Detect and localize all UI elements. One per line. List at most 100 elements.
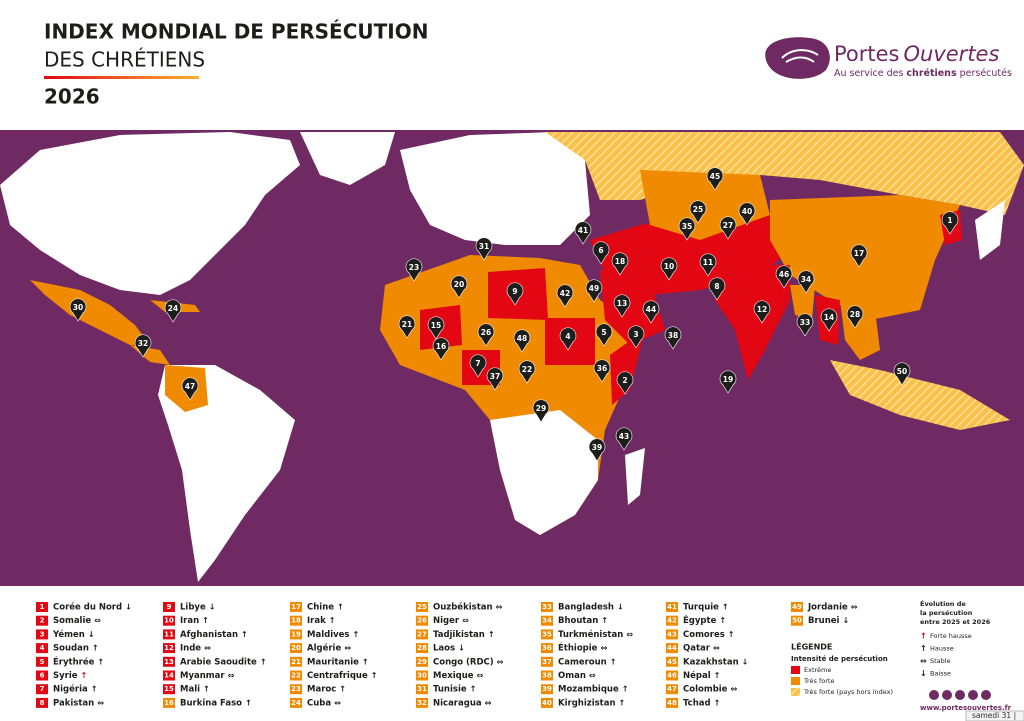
pin-number: 5 <box>601 328 606 337</box>
greenland <box>300 132 395 185</box>
map-pin: 42 <box>556 284 574 308</box>
pin-shape <box>664 326 682 350</box>
country-name: Pakistan <box>53 698 94 708</box>
country-name: Cuba <box>307 698 331 708</box>
rank-number: 45 <box>667 658 677 666</box>
rank-badge <box>416 615 428 626</box>
map-pin: 40 <box>738 202 756 226</box>
pin-shape <box>532 399 550 423</box>
map-pin: 11 <box>699 253 717 277</box>
rank-badge <box>416 697 428 708</box>
pin-shape <box>181 377 199 401</box>
trend-symbol: ↑ <box>622 685 629 694</box>
country-name: Corée du Nord <box>53 602 122 613</box>
rank-badge <box>36 643 48 654</box>
map-pin: 45 <box>706 167 724 191</box>
rank-badge <box>541 643 553 654</box>
ranking-row: 42 Égypte ↑ <box>666 614 726 626</box>
ranking-row: 48 Tchad ↑ <box>666 697 720 708</box>
social-icon <box>942 690 952 700</box>
rank-number: 48 <box>667 699 677 707</box>
country-name: Yémen <box>52 629 85 640</box>
pin-number: 20 <box>454 280 464 289</box>
map-pin: 34 <box>797 270 815 294</box>
pin-shape <box>796 313 814 337</box>
trend-symbol: ⇔ <box>851 603 858 612</box>
trend-symbol: ↑ <box>92 644 99 653</box>
website[interactable]: www.portesouvertes.fr <box>920 704 1012 712</box>
trend-symbol: ⇔ <box>496 603 503 612</box>
pin-number: 30 <box>73 303 83 312</box>
rank-badge <box>791 602 803 612</box>
pin-number: 18 <box>615 257 625 266</box>
rank-number: 1 <box>40 603 45 611</box>
rank-number: 36 <box>542 644 552 652</box>
rank-number: 7 <box>40 685 45 693</box>
rank-badge <box>290 629 302 640</box>
trend-symbol: ↓ <box>458 644 465 653</box>
rank-badge <box>36 615 48 626</box>
trend-symbol: ↑ <box>241 630 248 639</box>
rank-badge <box>541 629 553 640</box>
pin-shape <box>427 316 445 340</box>
social-icon <box>929 690 939 700</box>
country-name: Arabie Saoudite <box>180 657 257 667</box>
country-name: Kirghizistan <box>558 698 616 708</box>
country-name: Mauritanie <box>307 657 359 667</box>
pin-number: 16 <box>436 342 446 351</box>
rank-number: 40 <box>542 699 552 707</box>
evolution-symbol: ↓ <box>920 669 927 678</box>
pin-shape <box>592 241 610 265</box>
pin-shape <box>556 284 574 308</box>
map-pin: 12 <box>753 300 771 324</box>
legend: LÉGENDE Intensité de persécution Extrême… <box>791 641 893 696</box>
rank-number: 20 <box>291 644 301 652</box>
rank-number: 35 <box>542 630 552 638</box>
pin-number: 45 <box>710 172 720 181</box>
pin-number: 24 <box>168 304 178 313</box>
ranking-row: 31 Tunisie ↑ <box>416 684 476 695</box>
indonesia <box>830 360 1010 430</box>
rank-badge <box>36 656 48 667</box>
pin-shape <box>574 221 592 245</box>
title-rule <box>44 76 199 79</box>
ranking-row: 46 Népal ↑ <box>666 670 720 681</box>
pin-shape <box>134 334 152 358</box>
rank-number: 11 <box>164 630 174 638</box>
trend-symbol: ⇔ <box>97 698 104 707</box>
south-america <box>158 365 295 582</box>
pin-shape <box>559 327 577 351</box>
pin-shape <box>477 323 495 347</box>
evolution-label: Baisse <box>930 670 951 678</box>
rank-number: 8 <box>40 699 45 707</box>
trend-symbol: ↑ <box>91 685 98 694</box>
rank-number: 43 <box>667 630 677 638</box>
country-name: Égypte <box>683 614 717 626</box>
somalia <box>610 330 645 405</box>
ranking-row: 5 Érythrée ↑ <box>36 655 104 667</box>
ranking-row: 28 Laos ↓ <box>416 643 465 654</box>
country-name: Somalie <box>53 616 91 626</box>
tagline-2: chrétiens <box>906 68 957 79</box>
country-name: Kazakhstan <box>683 657 739 667</box>
rank-number: 18 <box>291 617 301 625</box>
map-pin: 15 <box>427 316 445 340</box>
pin-shape <box>775 265 793 289</box>
ranking-row: 20 Algérie ⇔ <box>290 643 351 654</box>
rank-badge <box>290 697 302 708</box>
rank-number: 26 <box>417 617 427 625</box>
rank-badge <box>163 656 175 667</box>
map-pin: 31 <box>475 237 493 261</box>
country-name: Centrafrique <box>307 671 368 681</box>
map-pin: 6 <box>592 241 610 265</box>
rank-number: 28 <box>417 644 427 652</box>
pin-number: 40 <box>742 207 752 216</box>
trend-symbol: ↑ <box>97 657 104 666</box>
ranking-row: 24 Cuba ⇔ <box>290 697 341 708</box>
legend-label: Très forte <box>803 677 834 685</box>
country-name: Brunei <box>808 616 840 626</box>
southern-africa <box>490 410 598 535</box>
europe <box>400 132 590 245</box>
rank-badge <box>666 670 678 681</box>
pin-number: 48 <box>517 334 527 343</box>
